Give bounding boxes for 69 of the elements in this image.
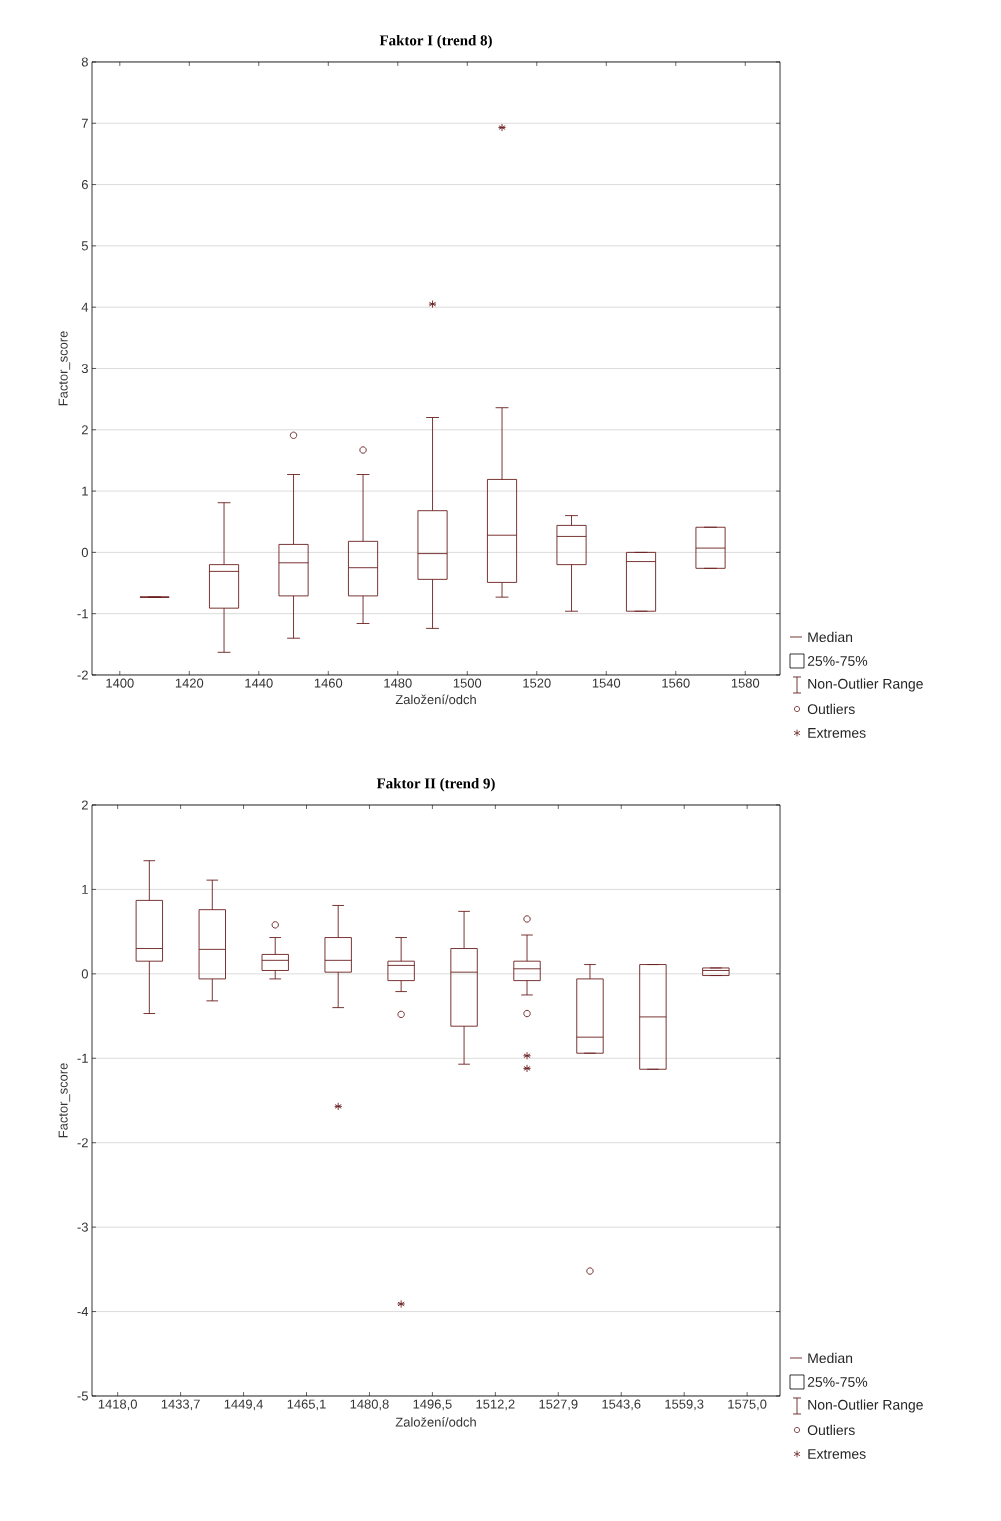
chart-title: Faktor I (trend 8) [379,34,492,49]
y-tick-label: 6 [81,179,88,190]
text: Median [808,1352,853,1364]
y-tick-label: 5 [81,241,88,251]
y-axis-title: Factor_score [58,331,71,406]
x-tick-label: 1420 [175,678,204,688]
x-axis-title: Založení/odch [395,1417,476,1427]
y-tick-label: 1 [82,486,88,496]
chart-title: Faktor II (trend 9) [376,777,495,792]
y-tick-label: -1 [77,609,88,619]
legend-label: Extremes [808,728,866,738]
y-tick-label: -3 [77,1222,88,1232]
x-tick-label: 1460 [314,678,343,688]
x-tick-label: 1560 [662,678,690,688]
y-tick-label: 3 [81,363,88,374]
point [522,1051,532,1060]
y-axis-title: Factor_score [58,1063,71,1138]
y-tick-label: 1 [82,884,88,894]
x-tick-label: 1543,6 [602,1399,641,1411]
y-tick-label: 0 [81,969,88,979]
x-tick-label: 1512,2 [476,1399,515,1411]
y-tick-label: 8 [81,57,88,67]
x-tick-label: 1480,8 [350,1399,389,1411]
text: 25%-75% [807,656,868,666]
x-tick-label: 1400 [106,678,134,688]
x-tick-label: 1580 [731,678,760,688]
point [271,921,279,929]
x-tick-label: 1496,5 [413,1399,452,1411]
y-tick-label: -1 [77,1053,88,1063]
point [397,1010,405,1019]
x-tick-label: 1418,0 [98,1399,137,1411]
point [428,300,437,309]
legend-label: Non-Outlier Range [808,678,923,692]
text: 25%-75% [807,1377,868,1387]
x-tick-label: 1449,4 [224,1399,263,1411]
point [522,1064,532,1073]
x-tick-label: 1520 [523,678,551,688]
x-tick-label: 1465,1 [287,1399,326,1411]
x-tick-label: 1480 [384,678,412,688]
point [397,1299,406,1309]
text: Median [808,631,853,643]
legend-label: Extremes [808,1449,866,1459]
x-tick-label: 1540 [592,678,621,688]
point [289,431,298,439]
point [359,446,367,454]
point [586,1267,594,1275]
y-tick-label: 7 [81,118,88,128]
x-tick-label: 1575,0 [728,1399,767,1411]
legend-label: Outliers [807,1424,855,1436]
point [334,1102,343,1111]
y-tick-label: 2 [81,800,88,810]
x-tick-label: 1433,7 [161,1399,200,1411]
point [497,123,507,132]
y-tick-label: -2 [77,670,88,680]
x-tick-label: 1500 [453,678,482,688]
y-tick-label: -2 [77,1138,88,1148]
legend-label: Outliers [807,703,855,715]
legend-label: Non-Outlier Range [808,1399,923,1413]
x-tick-label: 1559,3 [665,1399,704,1411]
point [523,915,531,923]
y-tick-label: 0 [81,547,88,557]
point [523,1009,531,1018]
x-tick-label: 1527,9 [539,1399,578,1411]
y-tick-label: -5 [77,1391,88,1401]
y-tick-label: -4 [77,1307,89,1317]
y-tick-label: 2 [81,425,88,435]
x-axis-title: Založení/odch [395,694,476,705]
x-tick-label: 1440 [245,678,273,688]
y-tick-label: 4 [81,302,89,312]
